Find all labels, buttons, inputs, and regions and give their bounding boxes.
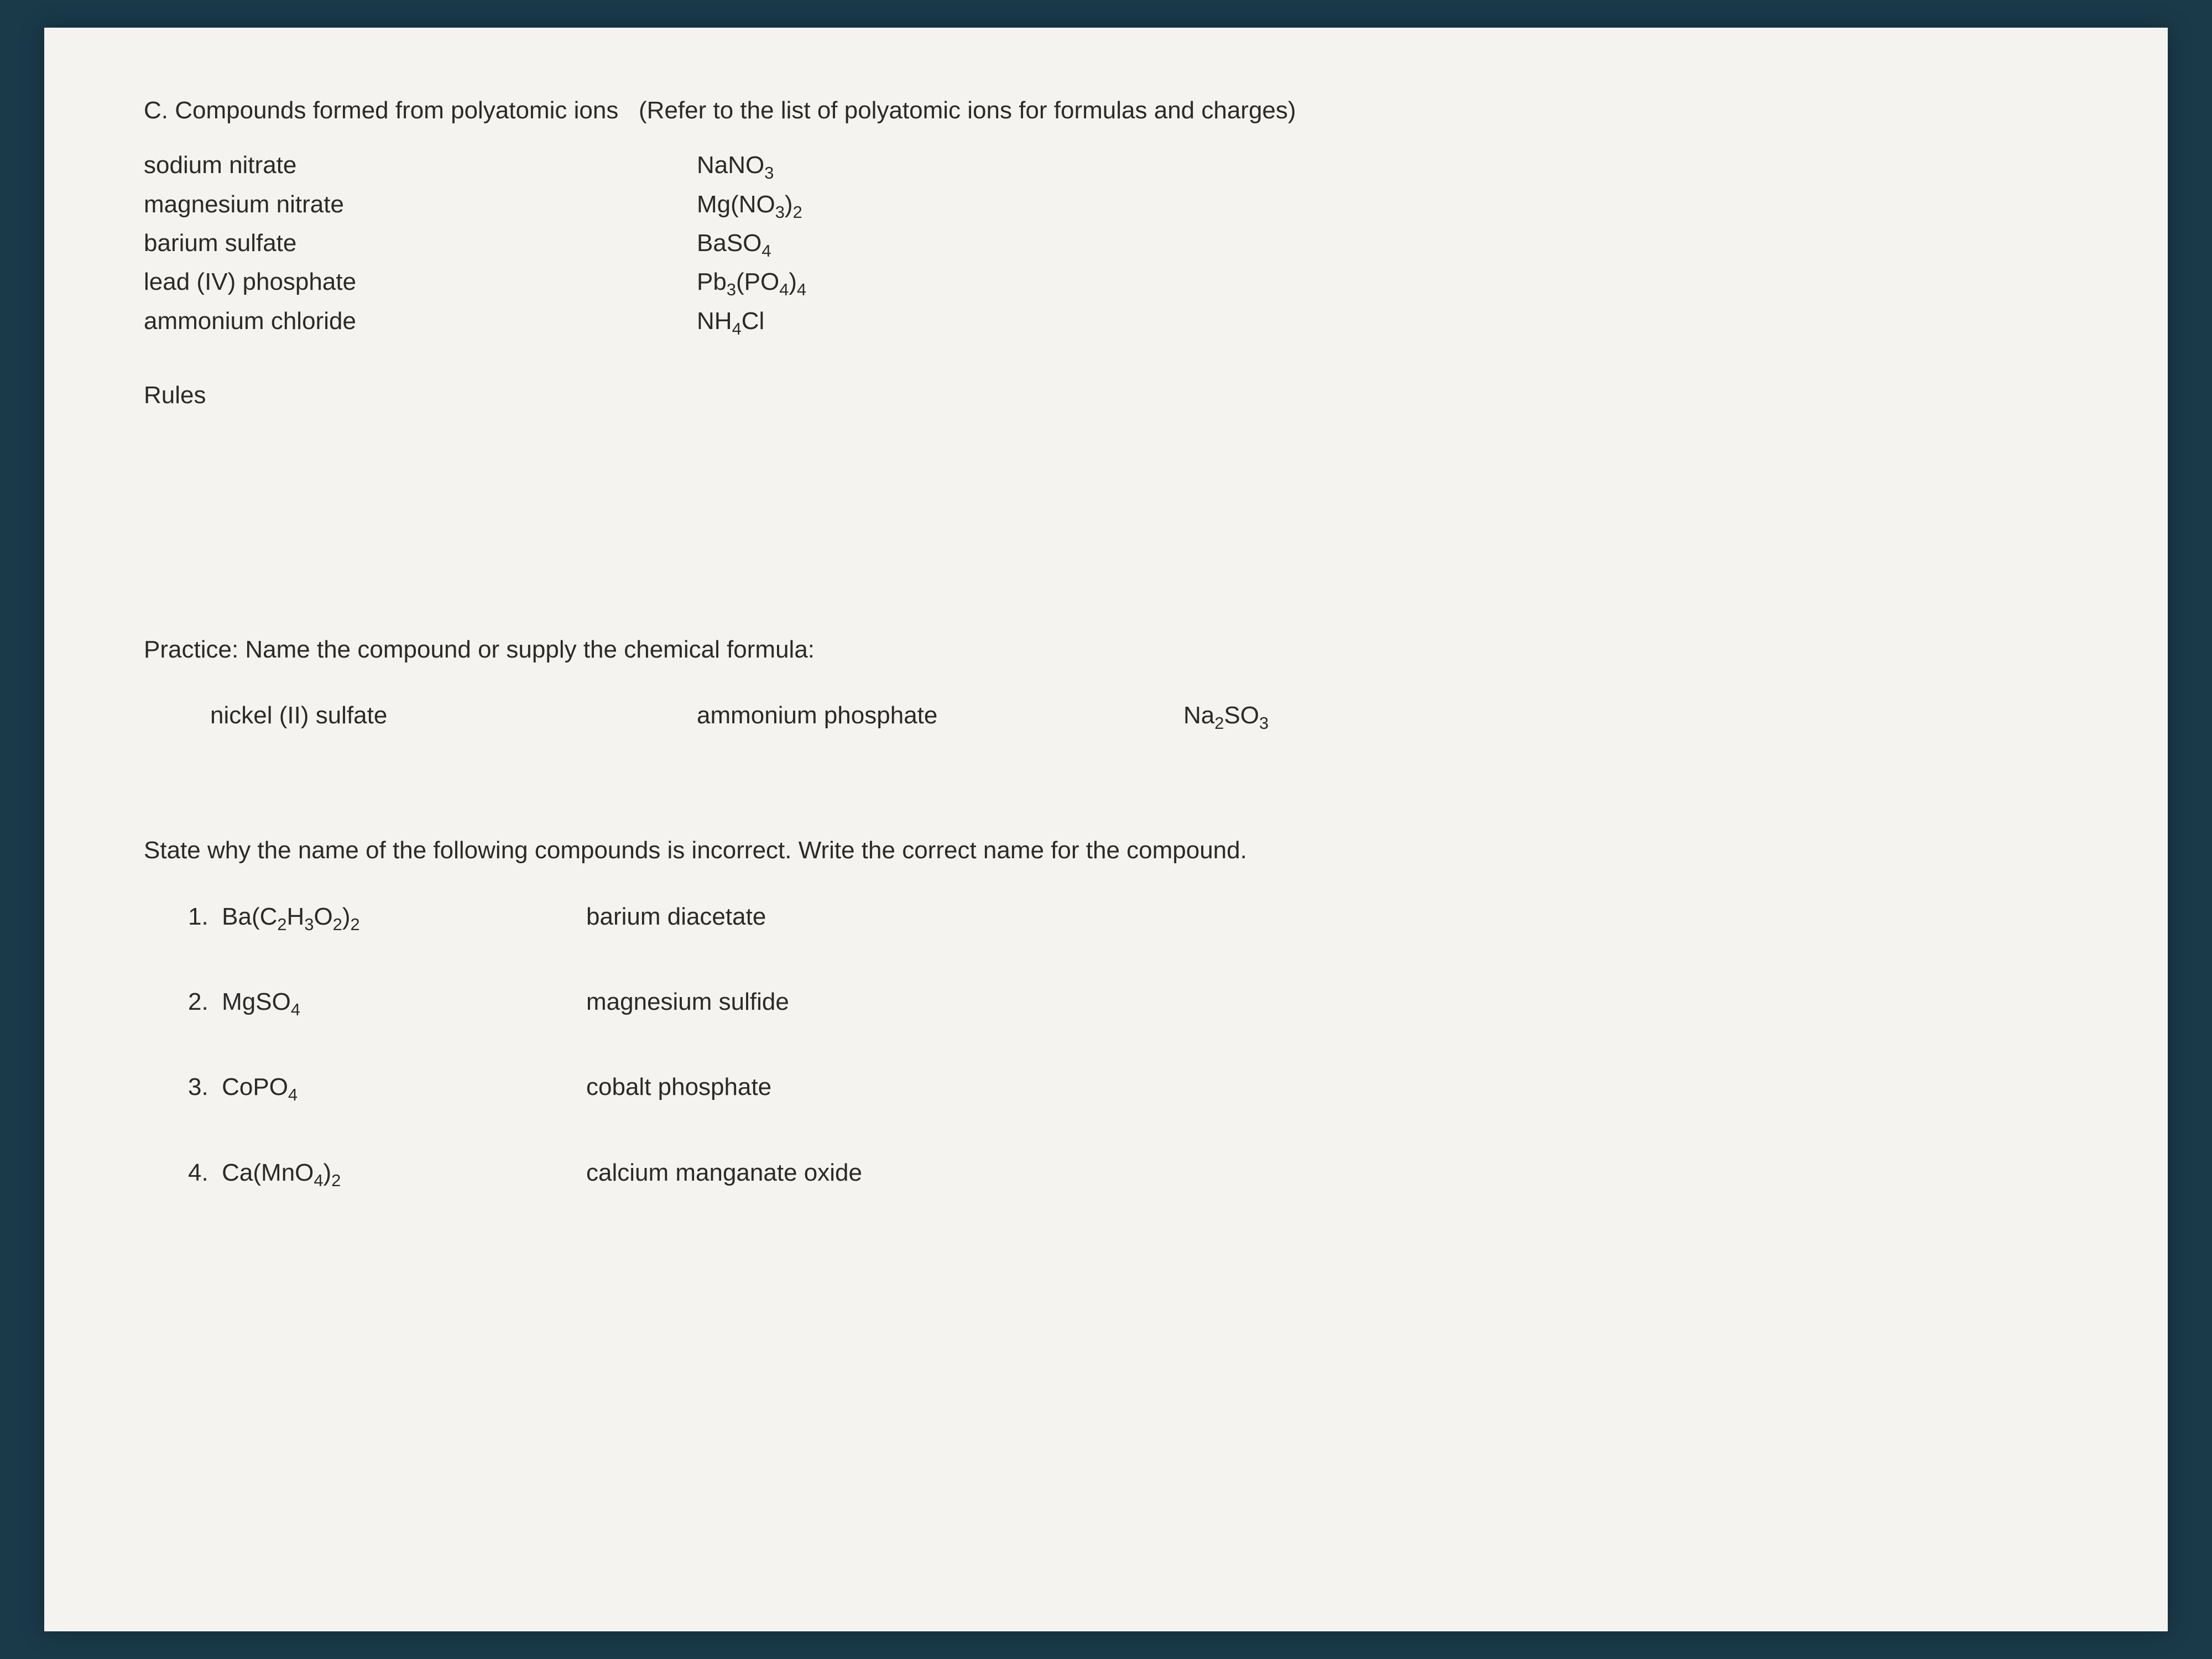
example-formula: BaSO4: [697, 227, 918, 262]
section-c-title-suffix: (Refer to the list of polyatomic ions fo…: [639, 97, 1296, 124]
section-c-title-prefix: C. Compounds formed from polyatomic ions: [144, 97, 618, 124]
question-formula: 2. MgSO4: [188, 985, 476, 1021]
question-given-name: calcium manganate oxide: [586, 1156, 862, 1192]
example-name: sodium nitrate: [144, 149, 531, 184]
question-given-name: magnesium sulfide: [586, 985, 789, 1021]
question-given-name: barium diacetate: [586, 900, 766, 936]
example-formula: NH4Cl: [697, 305, 918, 340]
question-row: 4. Ca(MnO4)2 calcium manganate oxide: [188, 1156, 2068, 1192]
question-list: 1. Ba(C2H3O2)2 barium diacetate 2. MgSO4…: [144, 900, 2068, 1192]
question-formula: 3. CoPO4: [188, 1071, 476, 1106]
example-row: magnesium nitrate Mg(NO3)2: [144, 188, 2068, 223]
example-name: barium sulfate: [144, 227, 531, 262]
state-prompt: State why the name of the following comp…: [144, 834, 2068, 867]
practice-item: nickel (II) sulfate: [210, 699, 498, 734]
rules-label: Rules: [144, 379, 2068, 411]
question-formula-text: Ca(MnO4)2: [222, 1159, 341, 1186]
example-row: lead (IV) phosphate Pb3(PO4)4: [144, 265, 2068, 301]
example-formula: Pb3(PO4)4: [697, 265, 918, 301]
example-row: sodium nitrate NaNO3: [144, 149, 2068, 184]
question-number: 4.: [188, 1159, 208, 1186]
question-formula-text: MgSO4: [222, 988, 300, 1015]
question-number: 3.: [188, 1073, 208, 1100]
question-formula-text: CoPO4: [222, 1073, 298, 1100]
question-number: 1.: [188, 903, 208, 930]
example-row: ammonium chloride NH4Cl: [144, 305, 2068, 340]
practice-item: Na2SO3: [1183, 699, 1471, 734]
question-number: 2.: [188, 988, 208, 1015]
practice-prompt: Practice: Name the compound or supply th…: [144, 633, 2068, 666]
example-name: lead (IV) phosphate: [144, 265, 531, 301]
question-formula: 1. Ba(C2H3O2)2: [188, 900, 476, 936]
example-list: sodium nitrate NaNO3 magnesium nitrate M…: [144, 149, 2068, 340]
practice-item: ammonium phosphate: [697, 699, 984, 734]
practice-row: nickel (II) sulfate ammonium phosphate N…: [210, 699, 2068, 734]
question-row: 1. Ba(C2H3O2)2 barium diacetate: [188, 900, 2068, 936]
worksheet-page: C. Compounds formed from polyatomic ions…: [44, 28, 2168, 1631]
question-given-name: cobalt phosphate: [586, 1071, 771, 1106]
question-row: 3. CoPO4 cobalt phosphate: [188, 1071, 2068, 1106]
question-row: 2. MgSO4 magnesium sulfide: [188, 985, 2068, 1021]
example-formula: NaNO3: [697, 149, 918, 184]
example-name: magnesium nitrate: [144, 188, 531, 223]
question-formula-text: Ba(C2H3O2)2: [222, 903, 359, 930]
example-row: barium sulfate BaSO4: [144, 227, 2068, 262]
example-formula: Mg(NO3)2: [697, 188, 918, 223]
section-c-title: C. Compounds formed from polyatomic ions…: [144, 94, 2068, 127]
example-name: ammonium chloride: [144, 305, 531, 340]
question-formula: 4. Ca(MnO4)2: [188, 1156, 476, 1192]
